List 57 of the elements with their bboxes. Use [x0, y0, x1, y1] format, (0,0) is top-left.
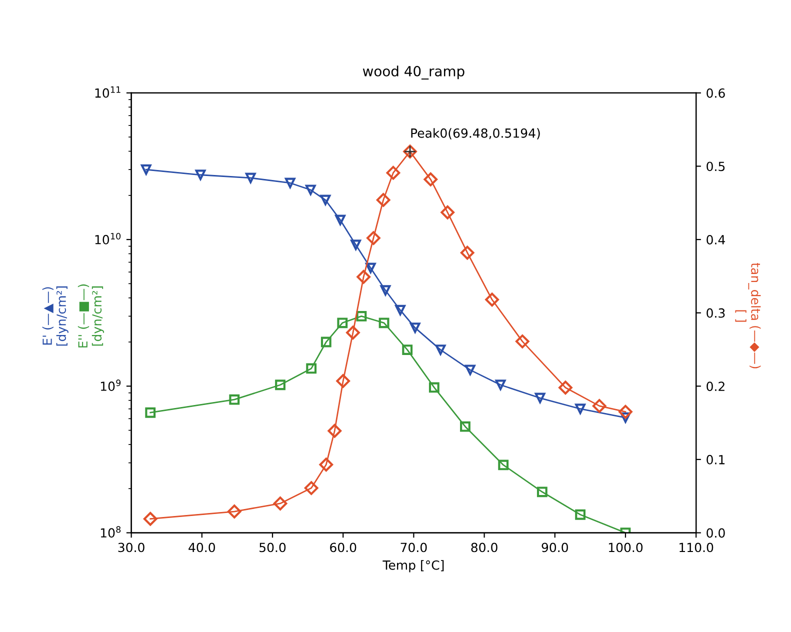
point [305, 184, 316, 196]
y2-tick-label: 0.5 [706, 162, 725, 172]
point [536, 486, 548, 498]
x-tick-label: 90.0 [542, 542, 568, 552]
point [306, 363, 317, 374]
y2-tick-label: 0.0 [706, 528, 725, 538]
point [335, 214, 346, 226]
point [229, 394, 240, 405]
point [460, 421, 470, 432]
point [140, 164, 152, 175]
point [275, 380, 286, 390]
text: E'' (—■—) [dyn/cm²] [78, 284, 104, 348]
x-tick-label: 110.0 [680, 542, 714, 552]
point [402, 344, 413, 356]
point [378, 318, 390, 328]
y-tick-label: 10$^{9}$ [100, 380, 121, 391]
y-tick-label: 10$^{10}$ [95, 232, 121, 244]
x-tick-label: 50.0 [260, 542, 286, 552]
point [245, 172, 256, 184]
y2-tick-label: 0.4 [706, 235, 725, 244]
x-tick-label: 70.0 [400, 542, 427, 552]
x-tick-label: 40.0 [188, 542, 215, 552]
point [435, 344, 446, 356]
x-tick-label: 100.0 [608, 542, 643, 552]
point [320, 336, 332, 348]
point [145, 407, 156, 418]
point [195, 170, 206, 180]
y-tick-label: 10$^{11}$ [95, 86, 120, 98]
y2-tick-label: 0.2 [706, 382, 724, 392]
y-tick-label: 10$^{8}$ [100, 526, 121, 538]
point [284, 178, 296, 188]
x-tick-label: 80.0 [471, 542, 498, 552]
point [575, 509, 586, 520]
point [365, 262, 376, 274]
point [575, 404, 586, 414]
point [356, 310, 367, 322]
y2-tick-label: 0.3 [706, 308, 725, 318]
chart-title: wood 40_ramp [362, 66, 464, 80]
point [410, 322, 420, 334]
x-tick-label: 30.0 [118, 542, 144, 552]
point [320, 194, 331, 206]
text: tan_delta (—◆—) [ ] [735, 262, 761, 368]
point [495, 380, 506, 390]
point [380, 285, 391, 296]
point [534, 392, 546, 404]
x-tick-label: 60.0 [330, 542, 356, 552]
point [498, 460, 509, 470]
point [464, 364, 476, 376]
annotation: Peak0(69.48,0.5194) [411, 128, 540, 140]
y2-tick-label: 0.6 [706, 88, 725, 98]
point [337, 318, 348, 328]
point [428, 382, 440, 393]
point [395, 304, 406, 316]
text: E' (—▲—) [dyn/cm²] [42, 286, 68, 346]
y2-tick-label: 0.1 [706, 454, 725, 464]
point [350, 240, 362, 250]
x-axis-title: Temp [°C] [382, 560, 444, 572]
